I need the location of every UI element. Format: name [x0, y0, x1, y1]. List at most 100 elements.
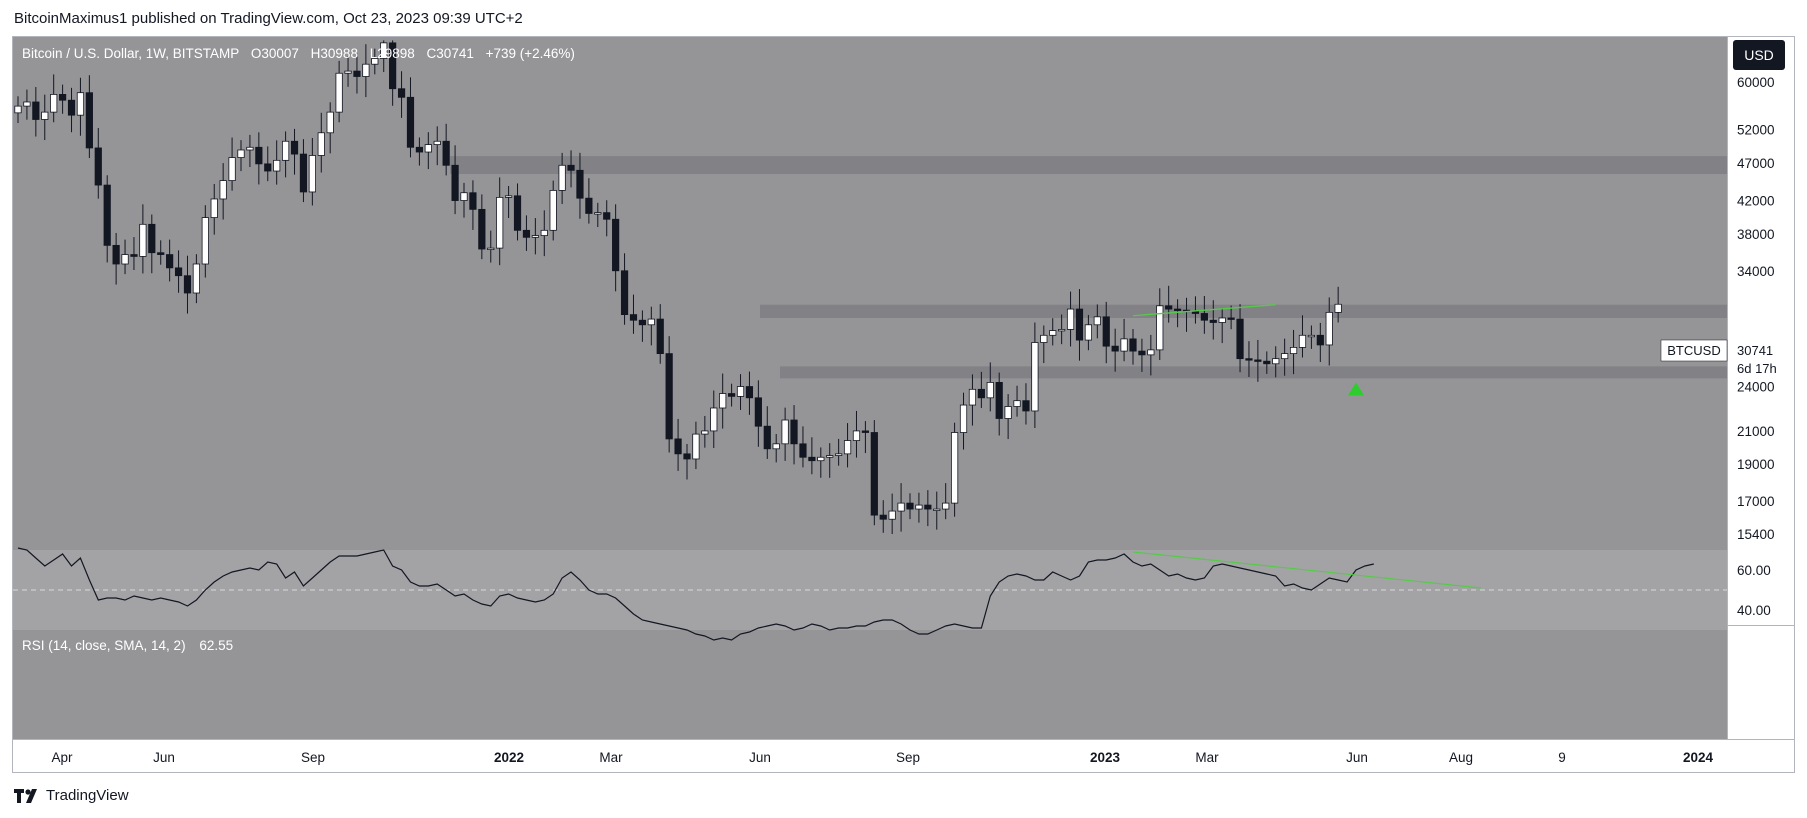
price-pane[interactable] — [13, 37, 1727, 625]
candle-body — [576, 169, 584, 199]
candle-body — [933, 508, 941, 511]
candle-body — [460, 192, 468, 201]
high-label: H — [311, 46, 321, 61]
time-tick-label: Aug — [1449, 750, 1473, 765]
candle-body — [692, 433, 700, 460]
candle-body — [1236, 318, 1244, 360]
candle-body — [728, 393, 736, 397]
candle-body — [290, 140, 299, 155]
candle-body — [1031, 342, 1039, 412]
candle-body — [549, 190, 557, 231]
candle-body — [522, 229, 531, 238]
candle-body — [1013, 400, 1021, 407]
last-price-tag: BTCUSD 30741 6d 17h — [1660, 339, 1794, 379]
candle-body — [353, 70, 361, 77]
candle-body — [1004, 406, 1012, 419]
candle-body — [85, 92, 93, 149]
rsi-axis[interactable] — [1728, 626, 1794, 739]
time-axis[interactable] — [13, 740, 1794, 772]
chart-frame — [12, 36, 1795, 773]
candle-body — [139, 223, 147, 257]
candle-body — [1218, 317, 1226, 323]
price-tick-label: 34000 — [1737, 264, 1775, 279]
candle-body — [942, 502, 950, 510]
price-tag-countdown: 6d 17h — [1737, 361, 1777, 376]
candle-body — [870, 432, 878, 516]
candle-body — [94, 147, 102, 186]
candlestick-series — [14, 40, 1342, 534]
candle-body — [130, 254, 138, 257]
symbol-legend[interactable]: Bitcoin / U.S. Dollar, 1W, BITSTAMP O300… — [22, 46, 575, 61]
currency-button[interactable]: USD — [1733, 40, 1785, 70]
price-tick-label: 60000 — [1737, 75, 1775, 90]
rsi-line — [17, 547, 1374, 641]
price-tick-label: 52000 — [1737, 123, 1775, 138]
candle-body — [861, 430, 870, 433]
candle-body — [629, 314, 638, 321]
rsi-value: 62.55 — [199, 638, 233, 653]
candle-body — [1129, 338, 1137, 352]
close-label: C — [427, 46, 437, 61]
candle-body — [255, 146, 263, 165]
candle-body — [719, 393, 727, 409]
candle-body — [995, 382, 1003, 419]
candle-body — [183, 275, 192, 294]
candle-body — [745, 386, 754, 399]
candle-body — [852, 430, 861, 441]
time-tick-label: Mar — [1195, 750, 1219, 765]
candle-body — [1093, 316, 1101, 326]
candle-body — [968, 388, 977, 406]
candle-body — [219, 180, 227, 200]
rsi-axis-labels: 60.00 40.00 — [1737, 563, 1771, 618]
candle-body — [442, 140, 450, 166]
candle-body — [317, 132, 325, 156]
published-caption: BitcoinMaximus1 published on TradingView… — [14, 10, 523, 27]
candle-body — [415, 146, 424, 153]
candle-body — [210, 198, 218, 218]
price-tick-label: 21000 — [1737, 424, 1775, 439]
price-tick-label: 24000 — [1737, 380, 1775, 395]
candle-body — [826, 455, 834, 458]
time-tick-label: Jun — [153, 750, 175, 765]
candle-body — [344, 70, 352, 74]
time-tick-label: Jun — [749, 750, 771, 765]
candle-body — [50, 94, 58, 113]
candle-body — [496, 196, 504, 249]
candle-body — [1200, 313, 1208, 321]
open-label: O — [251, 46, 262, 61]
candle-body — [1263, 360, 1271, 365]
candle-body — [389, 42, 397, 90]
rsi-legend[interactable]: RSI (14, close, SMA, 14, 2) 62.55 — [22, 638, 233, 653]
high-value: 30988 — [320, 46, 358, 61]
candle-body — [540, 229, 548, 236]
price-tick-label: 42000 — [1737, 194, 1775, 209]
candle-body — [23, 101, 31, 107]
candle-body — [772, 443, 780, 450]
price-axis[interactable] — [1728, 37, 1794, 625]
arrow-up-icon — [1348, 382, 1364, 396]
candle-body — [469, 192, 477, 210]
candle-body — [924, 504, 932, 510]
price-tick-label: 15400 — [1737, 527, 1775, 542]
trendlines — [1132, 304, 1364, 396]
tradingview-logo[interactable]: TradingView — [14, 787, 129, 804]
candle-body — [906, 502, 914, 510]
time-tick-label: 9 — [1558, 750, 1566, 765]
support-resistance-zone — [760, 304, 1727, 318]
candle-body — [166, 254, 174, 269]
candle-body — [1316, 334, 1324, 346]
candle-body — [1040, 334, 1048, 343]
candle-body — [424, 144, 432, 153]
candle-body — [612, 218, 620, 272]
rsi-pane[interactable] — [13, 626, 1727, 739]
candle-body — [986, 382, 994, 399]
symbol-name: Bitcoin / U.S. Dollar, 1W, BITSTAMP — [22, 46, 239, 61]
candle-body — [246, 146, 254, 151]
candle-body — [585, 197, 593, 214]
candle-body — [843, 440, 852, 455]
tradingview-logo-icon — [14, 788, 37, 803]
candle-body — [228, 157, 236, 181]
candle-body — [273, 159, 281, 172]
candle-body — [959, 404, 968, 433]
